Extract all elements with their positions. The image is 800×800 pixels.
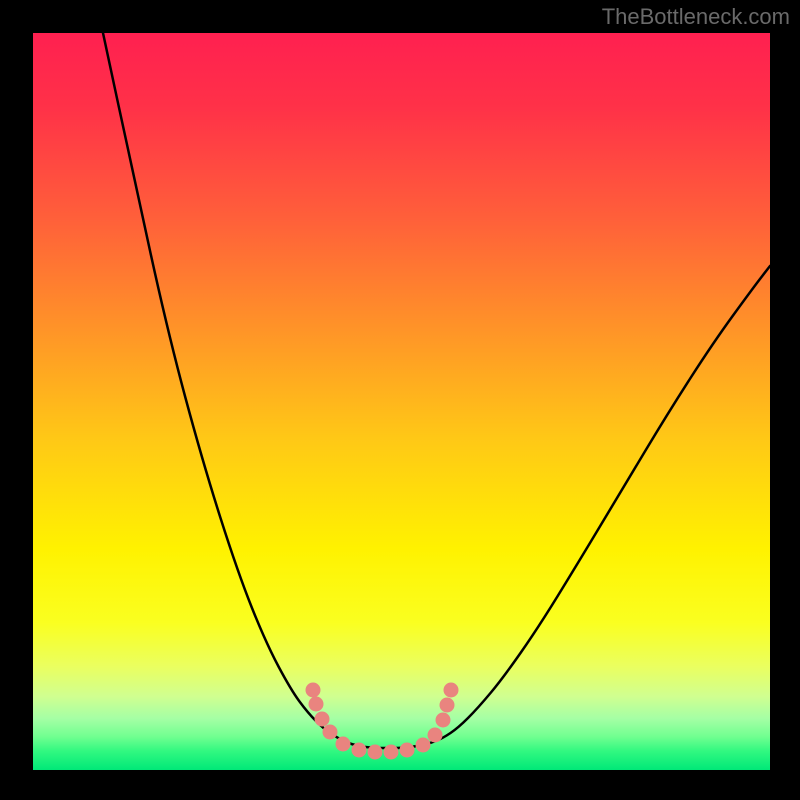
- marker-dot: [323, 725, 338, 740]
- marker-dot: [384, 745, 399, 760]
- marker-dot: [440, 698, 455, 713]
- chart-curves-layer: [33, 33, 770, 770]
- marker-dot: [416, 738, 431, 753]
- marker-dot: [428, 728, 443, 743]
- chart-plot-area: [33, 33, 770, 770]
- marker-dot: [309, 697, 324, 712]
- watermark-text: TheBottleneck.com: [602, 4, 790, 30]
- marker-dot: [315, 712, 330, 727]
- marker-dot: [336, 737, 351, 752]
- marker-dot: [400, 743, 415, 758]
- curve-right: [388, 266, 770, 748]
- marker-dot: [444, 683, 459, 698]
- marker-dot: [306, 683, 321, 698]
- curve-left: [103, 33, 388, 748]
- marker-dot: [352, 743, 367, 758]
- marker-dot: [368, 745, 383, 760]
- marker-dot: [436, 713, 451, 728]
